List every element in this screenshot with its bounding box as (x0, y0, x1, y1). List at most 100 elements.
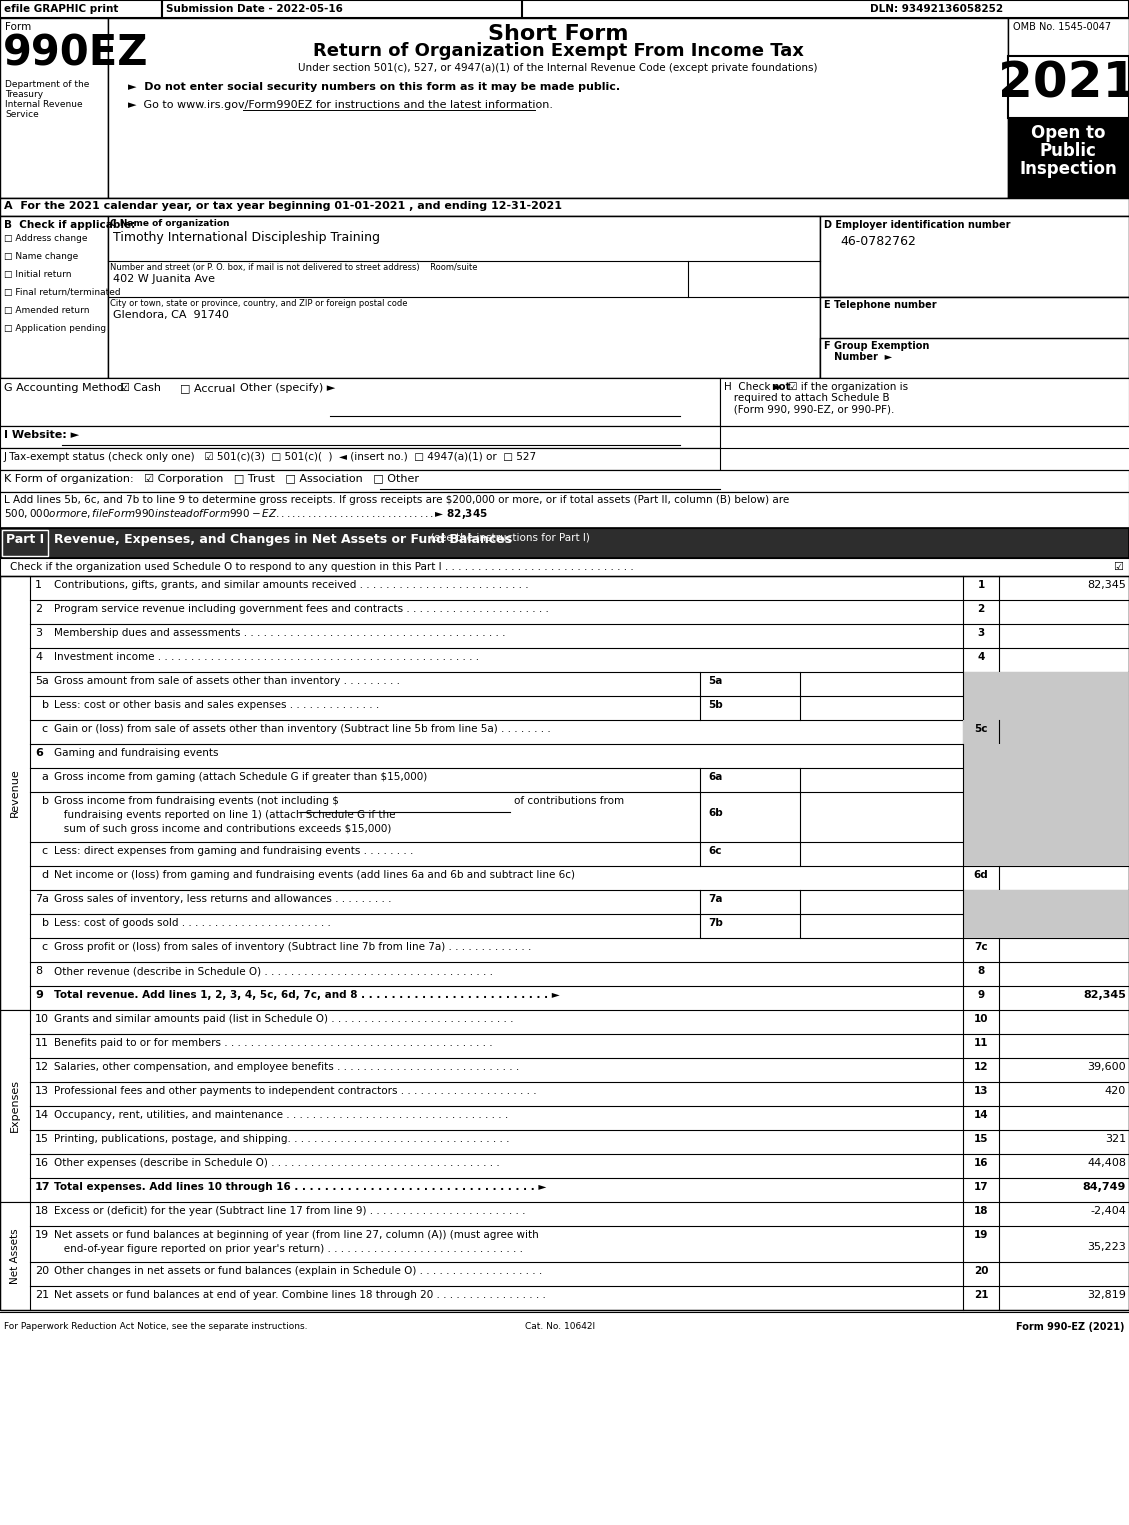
Text: Internal Revenue: Internal Revenue (5, 101, 82, 108)
Text: 19: 19 (35, 1231, 50, 1240)
Text: sum of such gross income and contributions exceeds $15,000): sum of such gross income and contributio… (54, 824, 392, 834)
Text: 18: 18 (35, 1206, 50, 1215)
Bar (0, 18, 108, 198)
Text: a: a (35, 772, 49, 782)
Text: Professional fees and other payments to independent contractors . . . . . . . . : Professional fees and other payments to … (54, 1086, 536, 1096)
Text: 402 W Juanita Ave: 402 W Juanita Ave (113, 274, 215, 284)
Text: 12: 12 (35, 1061, 50, 1072)
Text: 6: 6 (35, 747, 43, 758)
Text: Gross profit or (loss) from sales of inventory (Subtract line 7b from line 7a) .: Gross profit or (loss) from sales of inv… (54, 942, 532, 952)
Text: 8: 8 (35, 965, 42, 976)
Text: Printing, publications, postage, and shipping. . . . . . . . . . . . . . . . . .: Printing, publications, postage, and shi… (54, 1135, 509, 1144)
Text: Number  ►: Number ► (824, 352, 892, 361)
Text: 7b: 7b (708, 918, 723, 929)
Text: Gross income from gaming (attach Schedule G if greater than $15,000): Gross income from gaming (attach Schedul… (54, 772, 427, 782)
Text: 6c: 6c (708, 846, 721, 856)
Text: A  For the 2021 calendar year, or tax year beginning 01-01-2021 , and ending 12-: A For the 2021 calendar year, or tax yea… (5, 201, 562, 210)
Text: Part I: Part I (6, 534, 44, 546)
Text: Cat. No. 10642I: Cat. No. 10642I (525, 1322, 595, 1331)
Text: 84,749: 84,749 (1083, 1182, 1126, 1193)
Text: Benefits paid to or for members . . . . . . . . . . . . . . . . . . . . . . . . : Benefits paid to or for members . . . . … (54, 1039, 492, 1048)
Text: 82,345: 82,345 (1087, 580, 1126, 590)
Text: □ Final return/terminated: □ Final return/terminated (5, 288, 121, 297)
Text: 21: 21 (35, 1290, 50, 1299)
Text: 11: 11 (35, 1039, 49, 1048)
Text: ►  Do not enter social security numbers on this form as it may be made public.: ► Do not enter social security numbers o… (128, 82, 620, 91)
Text: Revenue, Expenses, and Changes in Net Assets or Fund Balances: Revenue, Expenses, and Changes in Net As… (54, 534, 513, 546)
Text: □ Accrual: □ Accrual (180, 383, 235, 393)
Bar (720, 378, 1129, 425)
Text: Number and street (or P. O. box, if mail is not delivered to street address)    : Number and street (or P. O. box, if mail… (110, 262, 478, 271)
Bar (0, 378, 720, 425)
Bar (820, 217, 1129, 297)
Bar (108, 217, 820, 378)
Text: 7a: 7a (708, 894, 723, 904)
Text: E Telephone number: E Telephone number (824, 300, 937, 310)
Text: K Form of organization:   ☑ Corporation   □ Trust   □ Association   □ Other: K Form of organization: ☑ Corporation □ … (5, 474, 419, 483)
Text: 13: 13 (35, 1086, 49, 1096)
Text: 11: 11 (973, 1039, 988, 1048)
Text: 18: 18 (973, 1206, 988, 1215)
Text: Total expenses. Add lines 10 through 16 . . . . . . . . . . . . . . . . . . . . : Total expenses. Add lines 10 through 16 … (54, 1182, 546, 1193)
Text: Excess or (deficit) for the year (Subtract line 17 from line 9) . . . . . . . . : Excess or (deficit) for the year (Subtra… (54, 1206, 525, 1215)
Text: 17: 17 (35, 1182, 51, 1193)
Text: City or town, state or province, country, and ZIP or foreign postal code: City or town, state or province, country… (110, 299, 408, 308)
Text: 35,223: 35,223 (1087, 1241, 1126, 1252)
Bar (0, 0, 1129, 18)
Text: Net assets or fund balances at beginning of year (from line 27, column (A)) (mus: Net assets or fund balances at beginning… (54, 1231, 539, 1240)
Text: Gaming and fundraising events: Gaming and fundraising events (54, 747, 219, 758)
Text: Other changes in net assets or fund balances (explain in Schedule O) . . . . . .: Other changes in net assets or fund bala… (54, 1266, 542, 1276)
Text: 14: 14 (973, 1110, 988, 1119)
Bar (0, 558, 1129, 576)
Text: 16: 16 (973, 1157, 988, 1168)
Text: 44,408: 44,408 (1087, 1157, 1126, 1168)
Text: 2: 2 (978, 604, 984, 615)
Text: 2021: 2021 (998, 59, 1129, 108)
Text: 1: 1 (978, 580, 984, 590)
Bar (963, 891, 1129, 913)
Text: Grants and similar amounts paid (list in Schedule O) . . . . . . . . . . . . . .: Grants and similar amounts paid (list in… (54, 1014, 514, 1023)
Text: b: b (35, 918, 49, 929)
Text: C Name of organization: C Name of organization (110, 220, 229, 229)
Text: 12: 12 (973, 1061, 988, 1072)
Bar (0, 576, 1129, 1310)
Bar (161, 0, 522, 18)
Text: d: d (35, 869, 50, 880)
Text: 2: 2 (35, 604, 42, 615)
Text: □ Amended return: □ Amended return (5, 307, 89, 316)
Text: 6b: 6b (708, 808, 723, 817)
Text: 21: 21 (973, 1290, 988, 1299)
Text: Gross income from fundraising events (not including $: Gross income from fundraising events (no… (54, 796, 339, 807)
Text: Net income or (loss) from gaming and fundraising events (add lines 6a and 6b and: Net income or (loss) from gaming and fun… (54, 869, 575, 880)
Text: I Website: ►: I Website: ► (5, 430, 79, 441)
Text: 14: 14 (35, 1110, 50, 1119)
Bar (0, 217, 108, 378)
Text: 3: 3 (35, 628, 42, 637)
Text: Membership dues and assessments . . . . . . . . . . . . . . . . . . . . . . . . : Membership dues and assessments . . . . … (54, 628, 506, 637)
Text: 4: 4 (978, 653, 984, 662)
Text: not: not (771, 381, 791, 392)
Text: 321: 321 (1105, 1135, 1126, 1144)
Text: Public: Public (1040, 142, 1096, 160)
Text: □ Address change: □ Address change (5, 233, 88, 242)
Text: Salaries, other compensation, and employee benefits . . . . . . . . . . . . . . : Salaries, other compensation, and employ… (54, 1061, 519, 1072)
Text: ►  Go to www.irs.gov/Form990EZ for instructions and the latest information.: ► Go to www.irs.gov/Form990EZ for instru… (128, 101, 553, 110)
Text: 8: 8 (978, 965, 984, 976)
Text: G Accounting Method:: G Accounting Method: (5, 383, 128, 393)
Text: Submission Date - 2022-05-16: Submission Date - 2022-05-16 (166, 5, 343, 14)
Text: Total revenue. Add lines 1, 2, 3, 4, 5c, 6d, 7c, and 8 . . . . . . . . . . . . .: Total revenue. Add lines 1, 2, 3, 4, 5c,… (54, 990, 560, 1000)
Bar (2, 531, 49, 557)
Bar (963, 769, 1129, 791)
Text: 19: 19 (974, 1231, 988, 1240)
Text: Gross amount from sale of assets other than inventory . . . . . . . . .: Gross amount from sale of assets other t… (54, 676, 400, 686)
Text: Net Assets: Net Assets (10, 1228, 20, 1284)
Bar (0, 493, 1129, 528)
Text: 7a: 7a (35, 894, 49, 904)
Text: (see the instructions for Part I): (see the instructions for Part I) (425, 534, 589, 543)
Text: H  Check ►  ☑ if the organization is: H Check ► ☑ if the organization is (724, 381, 908, 392)
Text: required to attach Schedule B: required to attach Schedule B (724, 393, 890, 403)
Bar (1008, 56, 1129, 117)
Text: end-of-year figure reported on prior year's return) . . . . . . . . . . . . . . : end-of-year figure reported on prior yea… (54, 1244, 523, 1254)
Text: Service: Service (5, 110, 38, 119)
Text: 15: 15 (35, 1135, 49, 1144)
